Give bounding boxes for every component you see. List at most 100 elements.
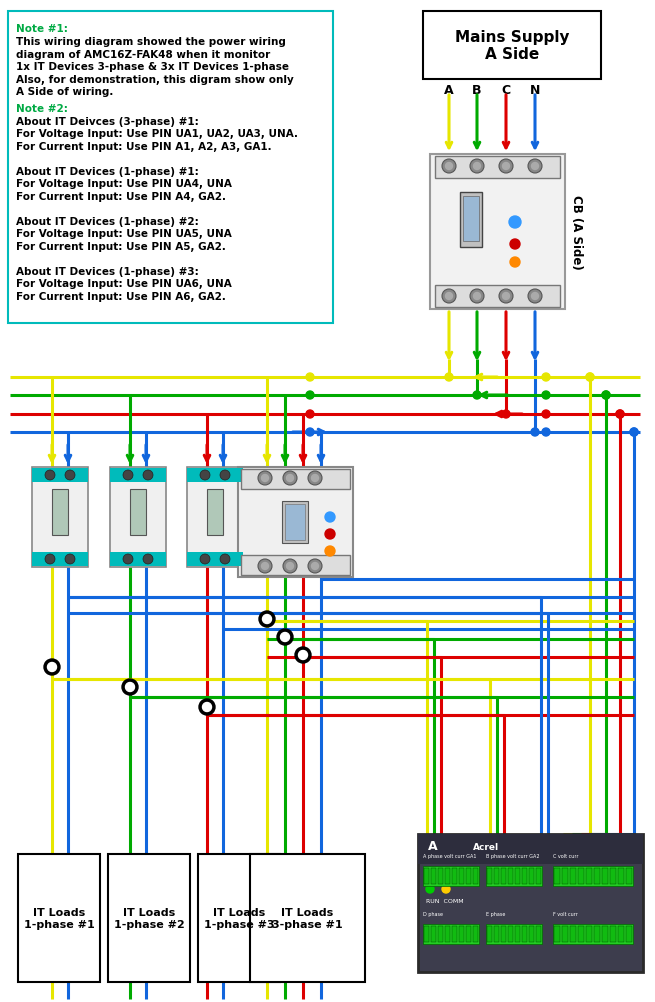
Bar [187, 552, 243, 566]
Text: A: A [444, 84, 454, 97]
Bar [207, 490, 223, 535]
Bar [52, 490, 68, 535]
Bar [494, 926, 499, 942]
Text: B phase volt curr GA2: B phase volt curr GA2 [486, 853, 540, 858]
Bar [508, 926, 513, 942]
Bar [602, 926, 608, 942]
Bar [578, 926, 584, 942]
Circle shape [510, 239, 520, 249]
Circle shape [470, 290, 484, 304]
Circle shape [509, 216, 521, 228]
Circle shape [277, 629, 293, 645]
Circle shape [122, 679, 138, 695]
Circle shape [602, 392, 610, 400]
Circle shape [199, 699, 215, 715]
Circle shape [126, 682, 134, 691]
Bar [130, 490, 146, 535]
Bar [553, 866, 633, 886]
Bar [445, 926, 450, 942]
Bar [536, 868, 541, 884]
Circle shape [65, 554, 75, 564]
Bar [501, 926, 506, 942]
Bar [562, 926, 568, 942]
Text: Mains Supply
A Side: Mains Supply A Side [455, 30, 569, 62]
Circle shape [65, 471, 75, 481]
Bar [536, 926, 541, 942]
Text: C volt curr: C volt curr [553, 853, 578, 858]
Circle shape [45, 471, 55, 481]
Circle shape [308, 559, 322, 573]
Text: For Voltage Input: Use PIN UA6, UNA: For Voltage Input: Use PIN UA6, UNA [16, 279, 232, 289]
Circle shape [295, 647, 311, 663]
Text: RUN  COMM: RUN COMM [426, 898, 464, 903]
Circle shape [502, 411, 510, 419]
Bar [438, 868, 443, 884]
Bar [187, 469, 243, 483]
Circle shape [200, 471, 210, 481]
Text: A: A [428, 839, 438, 852]
FancyBboxPatch shape [8, 12, 333, 324]
Text: About IT Devices (1-phase) #2:: About IT Devices (1-phase) #2: [16, 216, 198, 226]
Bar [626, 868, 632, 884]
Text: A phase volt curr GA1: A phase volt curr GA1 [423, 853, 476, 858]
Circle shape [586, 374, 594, 382]
Bar [418, 835, 643, 972]
Bar [445, 868, 450, 884]
Bar [430, 155, 565, 310]
Text: For Current Input: Use PIN A6, GA2.: For Current Input: Use PIN A6, GA2. [16, 292, 226, 302]
Text: This wiring diagram showed the power wiring: This wiring diagram showed the power wir… [16, 37, 286, 47]
Bar [562, 868, 568, 884]
Circle shape [258, 559, 272, 573]
Text: For Current Input: Use PIN A1, A2, A3, GA1.: For Current Input: Use PIN A1, A2, A3, G… [16, 141, 272, 151]
Bar [529, 926, 534, 942]
Circle shape [283, 559, 297, 573]
Circle shape [263, 615, 272, 624]
Circle shape [45, 554, 55, 564]
Bar [424, 926, 429, 942]
Circle shape [442, 160, 456, 173]
Text: N: N [530, 84, 540, 97]
Bar [431, 926, 436, 942]
Circle shape [301, 653, 305, 658]
Circle shape [312, 475, 318, 482]
Bar [486, 866, 542, 886]
Circle shape [474, 294, 481, 301]
Bar [110, 552, 166, 566]
Bar [240, 555, 350, 575]
Circle shape [286, 475, 293, 482]
Bar [187, 468, 243, 567]
Circle shape [630, 429, 638, 437]
Bar [285, 504, 305, 540]
Bar [32, 469, 88, 483]
Bar [424, 868, 429, 884]
Circle shape [299, 651, 307, 660]
Circle shape [542, 429, 550, 437]
Circle shape [282, 635, 288, 640]
Bar [586, 868, 592, 884]
Bar [423, 12, 601, 80]
Text: For Current Input: Use PIN A4, GA2.: For Current Input: Use PIN A4, GA2. [16, 191, 226, 201]
Bar [32, 468, 88, 567]
Bar [618, 868, 624, 884]
Circle shape [202, 702, 212, 711]
Bar [610, 926, 616, 942]
Bar [570, 926, 576, 942]
Circle shape [261, 475, 269, 482]
Bar [108, 854, 190, 982]
Bar [32, 552, 88, 566]
Circle shape [123, 471, 133, 481]
Bar [610, 868, 616, 884]
Bar [463, 196, 479, 241]
Bar [240, 470, 350, 490]
Text: 1x IT Devices 3-phase & 3x IT Devices 1-phase: 1x IT Devices 3-phase & 3x IT Devices 1-… [16, 62, 289, 72]
Circle shape [48, 663, 56, 671]
Bar [594, 868, 600, 884]
Bar [594, 926, 600, 942]
Text: For Voltage Input: Use PIN UA5, UNA: For Voltage Input: Use PIN UA5, UNA [16, 228, 232, 238]
Circle shape [499, 290, 513, 304]
Bar [626, 926, 632, 942]
Text: F volt curr: F volt curr [553, 911, 578, 916]
Circle shape [630, 429, 638, 437]
Circle shape [426, 885, 434, 893]
Text: B: B [472, 84, 481, 97]
